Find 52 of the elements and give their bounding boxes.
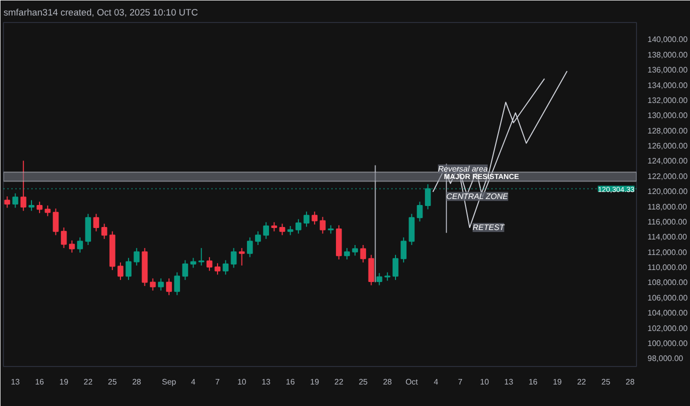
y-tick-label: 112,000.00 <box>648 248 688 257</box>
y-tick-label: 138,000.00 <box>648 50 688 60</box>
x-tick-label: 16 <box>35 378 45 386</box>
x-tick-label: 13 <box>10 378 20 386</box>
y-tick-label: 102,000.00 <box>648 324 688 333</box>
y-tick-label: 118,000.00 <box>648 202 688 212</box>
x-tick-label: 13 <box>504 378 514 386</box>
y-tick-label: 124,000.00 <box>648 156 688 166</box>
x-tick-label: 4 <box>434 378 439 386</box>
x-tick-label: 16 <box>528 378 538 386</box>
y-tick-label: 132,000.00 <box>648 96 688 105</box>
y-tick-label: 126,000.00 <box>648 142 688 151</box>
x-tick-label: 7 <box>458 378 463 386</box>
y-tick-label: 114,000.00 <box>648 232 688 242</box>
x-tick-label: 25 <box>108 378 118 386</box>
x-tick-label: Sep <box>162 378 177 386</box>
y-tick-label: 136,000.00 <box>648 66 688 75</box>
x-tick-label: 25 <box>358 378 368 386</box>
y-tick-label: 98,000.00 <box>648 354 684 364</box>
x-tick-label: Oct <box>405 378 419 386</box>
x-tick-label: 28 <box>132 378 142 386</box>
x-tick-label: 19 <box>59 378 69 386</box>
x-tick-label: 28 <box>382 378 392 386</box>
y-tick-label: 104,000.00 <box>648 308 688 318</box>
y-tick-label: 110,000.00 <box>648 263 688 272</box>
annotation: CENTRAL ZONE <box>446 192 509 201</box>
x-tick-label: 16 <box>286 378 296 386</box>
x-tick-label: 4 <box>191 378 196 386</box>
y-tick-label: 128,000.00 <box>648 126 688 136</box>
y-tick-label: 116,000.00 <box>648 217 688 226</box>
annotation: Reversal area <box>438 164 488 174</box>
x-tick-label: 13 <box>262 378 272 386</box>
chart-title: smfarhan314 created, Oct 03, 2025 10:10 UTC <box>4 8 198 18</box>
x-tick-label: 22 <box>577 378 587 386</box>
x-tick-label: 22 <box>84 378 94 386</box>
y-tick-label: 130,000.00 <box>648 111 688 120</box>
y-tick-label: 122,000.00 <box>648 172 688 181</box>
annotation: RETEST <box>472 223 506 232</box>
y-tick-label: 106,000.00 <box>648 293 688 302</box>
x-tick-label: 22 <box>334 378 344 386</box>
x-tick-label: 19 <box>310 378 320 386</box>
y-tick-label: 134,000.00 <box>648 80 688 90</box>
x-tick-label: 25 <box>601 378 611 386</box>
y-tick-label: 100,000.00 <box>648 338 688 348</box>
y-tick-label: 108,000.00 <box>648 278 688 288</box>
x-tick-label: 7 <box>215 378 220 386</box>
x-tick-label: 10 <box>480 378 490 386</box>
y-tick-label: 120,000.00 <box>648 187 688 196</box>
x-tick-label: 10 <box>237 378 247 386</box>
y-tick-label: 140,000.00 <box>648 35 688 44</box>
x-tick-label: 19 <box>552 378 562 386</box>
x-tick-label: 28 <box>626 378 636 386</box>
